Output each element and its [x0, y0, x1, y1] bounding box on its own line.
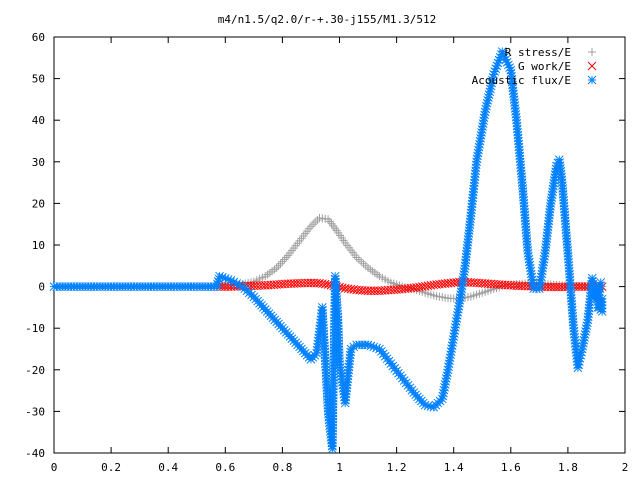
y-tick-label: -30 [25, 405, 45, 418]
data-point [274, 261, 283, 270]
y-tick-label: 50 [32, 73, 45, 86]
y-tick-label: 0 [38, 281, 45, 294]
data-point [306, 222, 315, 231]
data-point [359, 259, 368, 268]
x-tick-label: 0.4 [158, 461, 178, 474]
data-point [320, 279, 330, 289]
data-point [361, 261, 370, 270]
data-point [370, 268, 379, 277]
y-tick-label: 20 [32, 197, 45, 210]
legend-label: Acoustic flux/E [472, 74, 571, 87]
data-point [329, 221, 338, 230]
data-point [313, 216, 322, 225]
data-point [357, 257, 366, 266]
series-2 [49, 47, 607, 454]
data-point [280, 255, 289, 264]
data-point [270, 265, 279, 274]
data-point [354, 255, 363, 264]
axes: 0 0.2 0.4 0.6 0.8 1 1.2 1.4 1.6 1.8 2 -40 -30 -20 -10 0… [25, 31, 628, 474]
x-tick-label: 1.8 [558, 461, 578, 474]
x-tick-label: 1 [336, 461, 343, 474]
data-point [309, 220, 318, 229]
x-tick-label: 1.4 [444, 461, 464, 474]
data-point [323, 280, 333, 289]
series-layer [49, 47, 607, 454]
legend-marker [587, 75, 597, 85]
x-tick-label: 0.8 [272, 461, 292, 474]
data-point [272, 263, 281, 272]
data-point [276, 259, 285, 268]
data-point [364, 263, 373, 272]
legend-marker [588, 48, 596, 56]
data-point [327, 219, 336, 228]
legend-label: G work/E [518, 60, 571, 73]
data-point [311, 218, 320, 227]
data-point [330, 224, 339, 233]
y-tick-label: 60 [32, 31, 45, 44]
x-tick-label: 1.6 [501, 461, 521, 474]
plot-frame [53, 36, 626, 454]
y-tick-label: 10 [32, 239, 45, 252]
data-point [226, 276, 236, 285]
data-point [368, 267, 377, 276]
data-point [596, 278, 606, 287]
x-tick-label: 2 [622, 461, 629, 474]
x-tick-label: 0.6 [215, 461, 235, 474]
y-tick-label: -10 [25, 322, 45, 335]
legend-label: R stress/E [505, 46, 571, 59]
data-point [268, 267, 277, 276]
data-point [278, 257, 287, 266]
y-tick-label: 30 [32, 156, 45, 169]
chart-title: m4/n1.5/q2.0/r-+.30-j155/M1.3/512 [218, 13, 437, 26]
legend-marker [587, 61, 597, 71]
x-tick-label: 0.2 [101, 461, 121, 474]
data-point [265, 268, 274, 277]
y-tick-label: -40 [25, 447, 45, 460]
x-tick-label: 0 [51, 461, 58, 474]
x-tick-label: 1.2 [387, 461, 407, 474]
data-point [366, 265, 375, 274]
data-point [282, 253, 291, 262]
y-tick-label: 40 [32, 114, 45, 127]
y-tick-label: -20 [25, 364, 45, 377]
